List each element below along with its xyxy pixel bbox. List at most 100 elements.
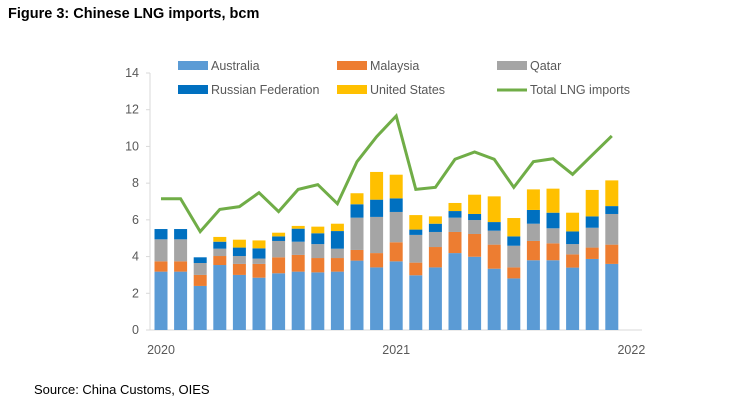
bar-malaysia (330, 258, 344, 272)
bar-malaysia (526, 240, 540, 261)
legend-swatch-malaysia (337, 61, 367, 70)
bar-australia (448, 253, 462, 330)
bar-qatar (605, 213, 619, 245)
x-tick-label: 2020 (147, 343, 175, 357)
y-tick-label: 0 (132, 323, 139, 337)
bar-australia (232, 274, 246, 330)
legend-label: United States (370, 83, 445, 97)
bar-australia (585, 258, 599, 330)
bar-malaysia (487, 244, 501, 269)
bar-russian-federation (330, 231, 344, 249)
bar-russian-federation (193, 257, 207, 263)
bar-qatar (526, 223, 540, 241)
y-tick-label: 2 (132, 286, 139, 300)
bar-qatar (213, 248, 227, 257)
bar-australia (428, 267, 442, 330)
bar-russian-federation (291, 228, 305, 242)
bar-russian-federation (370, 199, 384, 217)
legend-label: Malaysia (370, 59, 419, 73)
legend-label: Russian Federation (211, 83, 319, 97)
bar-malaysia (272, 257, 286, 274)
bar-australia (174, 271, 188, 330)
bar-qatar (330, 248, 344, 259)
bar-australia (291, 271, 305, 330)
bar-australia (252, 277, 266, 330)
bar-malaysia (605, 244, 619, 264)
bar-australia (546, 260, 560, 330)
total-lng-imports-line (161, 112, 613, 235)
y-tick-label: 4 (132, 250, 139, 264)
legend-label: Total LNG imports (530, 83, 630, 97)
bar-australia (370, 267, 384, 330)
bar-united-states (311, 226, 325, 234)
bar-qatar (566, 244, 580, 255)
bar-united-states (252, 240, 266, 249)
bar-russian-federation (585, 216, 599, 228)
bar-malaysia (566, 254, 580, 268)
bar-australia (193, 285, 207, 330)
bar-qatar (507, 245, 521, 268)
bar-malaysia (448, 231, 462, 254)
bar-russian-federation (526, 209, 540, 224)
bar-australia (507, 278, 521, 330)
bar-australia (566, 267, 580, 330)
bar-australia (154, 271, 168, 330)
y-tick-label: 10 (125, 139, 139, 153)
bar-qatar (585, 227, 599, 248)
bar-qatar (487, 230, 501, 245)
y-tick-label: 8 (132, 176, 139, 190)
bar-australia (330, 271, 344, 330)
bar-qatar (174, 239, 188, 262)
legend-swatch-russian-federation (178, 85, 208, 94)
bar-russian-federation (448, 211, 462, 218)
bar-malaysia (252, 263, 266, 278)
bar-australia (272, 273, 286, 330)
bar-united-states (448, 202, 462, 212)
bar-malaysia (174, 261, 188, 272)
bar-qatar (291, 241, 305, 255)
bar-united-states (526, 189, 540, 210)
bar-australia (389, 261, 403, 330)
legend-swatch-qatar (497, 61, 527, 70)
bar-russian-federation (605, 206, 619, 214)
bar-russian-federation (272, 236, 286, 241)
bar-malaysia (213, 256, 227, 266)
legend-swatch-australia (178, 61, 208, 70)
bar-russian-federation (252, 248, 266, 259)
x-tick-label: 2021 (382, 343, 410, 357)
bar-malaysia (507, 267, 521, 279)
y-tick-label: 6 (132, 213, 139, 227)
bar-qatar (389, 211, 403, 243)
bar-russian-federation (409, 229, 423, 235)
bar-united-states (291, 225, 305, 229)
bar-australia (311, 272, 325, 330)
bar-qatar (232, 256, 246, 264)
bar-united-states (213, 236, 227, 242)
bar-qatar (154, 239, 168, 262)
bar-australia (526, 260, 540, 330)
y-tick-label: 12 (125, 103, 139, 117)
bar-qatar (428, 231, 442, 248)
bar-malaysia (370, 253, 384, 268)
bar-russian-federation (350, 204, 364, 218)
bar-australia (350, 260, 364, 330)
bar-russian-federation (428, 223, 442, 232)
x-tick-label: 2022 (617, 343, 645, 357)
bar-qatar (350, 217, 364, 250)
bar-qatar (409, 234, 423, 263)
bar-malaysia (291, 254, 305, 272)
bar-russian-federation (566, 231, 580, 245)
bar-qatar (448, 217, 462, 232)
bar-russian-federation (546, 212, 560, 229)
bar-qatar (468, 220, 482, 234)
bar-australia (409, 275, 423, 330)
bar-malaysia (585, 247, 599, 259)
bar-russian-federation (468, 213, 482, 221)
legend-label: Qatar (530, 59, 561, 73)
bar-united-states (566, 212, 580, 232)
bar-united-states (487, 196, 501, 223)
bar-united-states (389, 174, 403, 199)
bar-russian-federation (174, 229, 188, 240)
bar-australia (487, 268, 501, 330)
